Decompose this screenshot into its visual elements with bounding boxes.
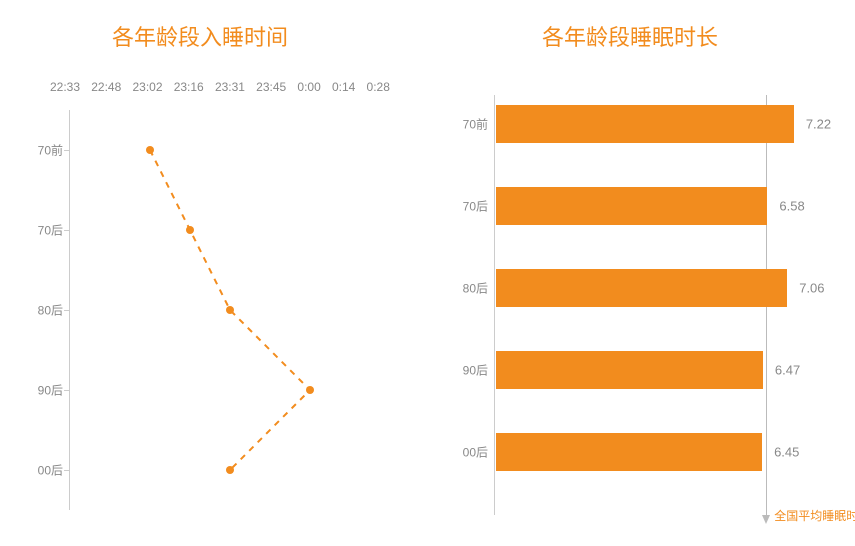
- data-point: [186, 226, 194, 234]
- bar-category-label: 70前: [463, 116, 488, 133]
- bar: [496, 351, 763, 389]
- data-point: [146, 146, 154, 154]
- left-chart-title: 各年龄段入睡时间: [0, 20, 400, 52]
- y-tick-label: 90后: [38, 382, 63, 399]
- left-y-axis: 70前 70后 80后 90后 00后: [30, 110, 70, 510]
- x-tick-label: 23:31: [215, 80, 245, 94]
- average-caption: 全国平均睡眠时长为6.55（6.92个小时）: [774, 507, 855, 524]
- right-y-axis: 70前 70后 80后 90后 00后: [455, 95, 495, 515]
- bar-value-label: 6.45: [774, 445, 799, 460]
- bar: [496, 269, 787, 307]
- bar: [496, 105, 794, 143]
- x-tick-label: 23:02: [132, 80, 162, 94]
- bar-category-label: 80后: [463, 280, 488, 297]
- left-x-axis: 22:33 22:48 23:02 23:16 23:31 23:45 0:00 0:14 0:…: [50, 80, 390, 94]
- x-tick-label: 23:16: [174, 80, 204, 94]
- line-chart-svg: [70, 110, 390, 510]
- right-panel: 各年龄段睡眠时长 70前 70后 80后 90后 00后 7.22 6.58 7.06 6.4…: [420, 0, 840, 546]
- bar-value-label: 6.47: [775, 363, 800, 378]
- bar-category-label: 90后: [463, 362, 488, 379]
- x-tick-label: 0:14: [332, 80, 355, 94]
- y-tick-label: 00后: [38, 462, 63, 479]
- data-point: [306, 386, 314, 394]
- y-tick-label: 70前: [38, 142, 63, 159]
- right-chart-title: 各年龄段睡眠时长: [420, 20, 840, 52]
- bar-category-label: 00后: [463, 444, 488, 461]
- bar-category-label: 70后: [463, 198, 488, 215]
- x-tick-label: 22:33: [50, 80, 80, 94]
- bar-value-label: 7.06: [799, 281, 824, 296]
- y-tick-label: 80后: [38, 302, 63, 319]
- y-tick-label: 70后: [38, 222, 63, 239]
- bar-value-label: 7.22: [806, 117, 831, 132]
- left-panel: 各年龄段入睡时间 22:33 22:48 23:02 23:16 23:31 23:45 0…: [0, 0, 400, 546]
- bar-value-label: 6.58: [779, 199, 804, 214]
- bar: [496, 433, 762, 471]
- left-plot-area: [70, 110, 390, 510]
- x-tick-label: 23:45: [256, 80, 286, 94]
- average-line-arrow-icon: [762, 515, 770, 524]
- bar: [496, 187, 767, 225]
- data-point: [226, 306, 234, 314]
- x-tick-label: 0:28: [367, 80, 390, 94]
- x-tick-label: 22:48: [91, 80, 121, 94]
- data-point: [226, 466, 234, 474]
- right-plot-area: 7.226.587.066.476.45: [496, 95, 826, 515]
- x-tick-label: 0:00: [297, 80, 320, 94]
